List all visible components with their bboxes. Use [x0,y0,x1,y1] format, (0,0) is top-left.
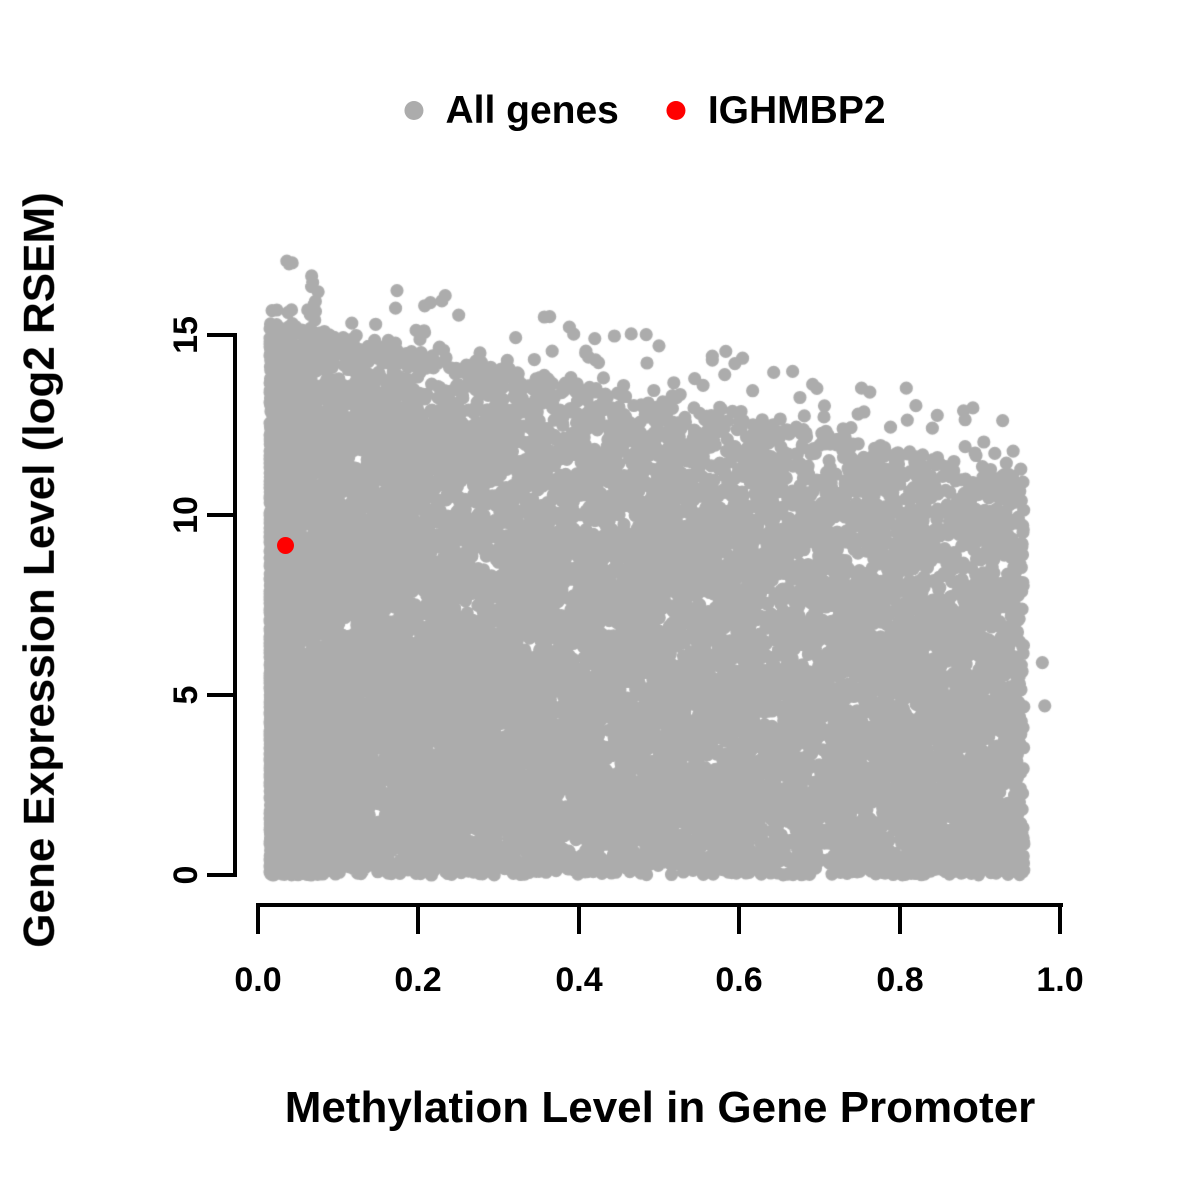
x-tick [898,905,902,934]
y-tick [207,513,235,517]
x-tick-label: 0.2 [394,961,442,999]
y-tick-label: 10 [167,496,205,534]
legend-label-ighmbp2: IGHMBP2 [707,89,886,132]
x-tick [577,905,581,934]
y-tick [207,333,235,337]
y-tick-label: 0 [167,865,205,885]
x-tick [1058,905,1062,934]
x-tick-label: 0.6 [715,961,763,999]
x-axis-title: Methylation Level in Gene Promoter [284,1083,1036,1132]
x-tick [737,905,741,934]
legend-item-ighmbp2: IGHMBP2 [666,89,886,132]
legend-item-all-genes: All genes [404,89,619,132]
y-tick-label: 15 [167,316,205,354]
x-tick [256,905,260,934]
x-tick-label: 0.8 [876,961,924,999]
x-tick-label: 0.0 [234,961,282,999]
y-axis-line [233,333,237,877]
x-tick-label: 0.4 [555,961,603,999]
ighmbp2-marker-icon [666,101,686,120]
legend: All genes IGHMBP2 [404,89,886,132]
all-genes-marker-icon [404,101,424,120]
y-axis-title: Gene Expression Level (log2 RSEM) [14,192,64,948]
x-tick [416,905,420,934]
y-tick-label: 5 [167,685,205,705]
legend-label-all-genes: All genes [445,89,619,132]
y-tick [207,873,235,877]
ighmbp2-point [276,537,294,555]
y-tick [207,693,235,697]
x-axis-line [256,903,1063,907]
x-tick-label: 1.0 [1036,961,1084,999]
